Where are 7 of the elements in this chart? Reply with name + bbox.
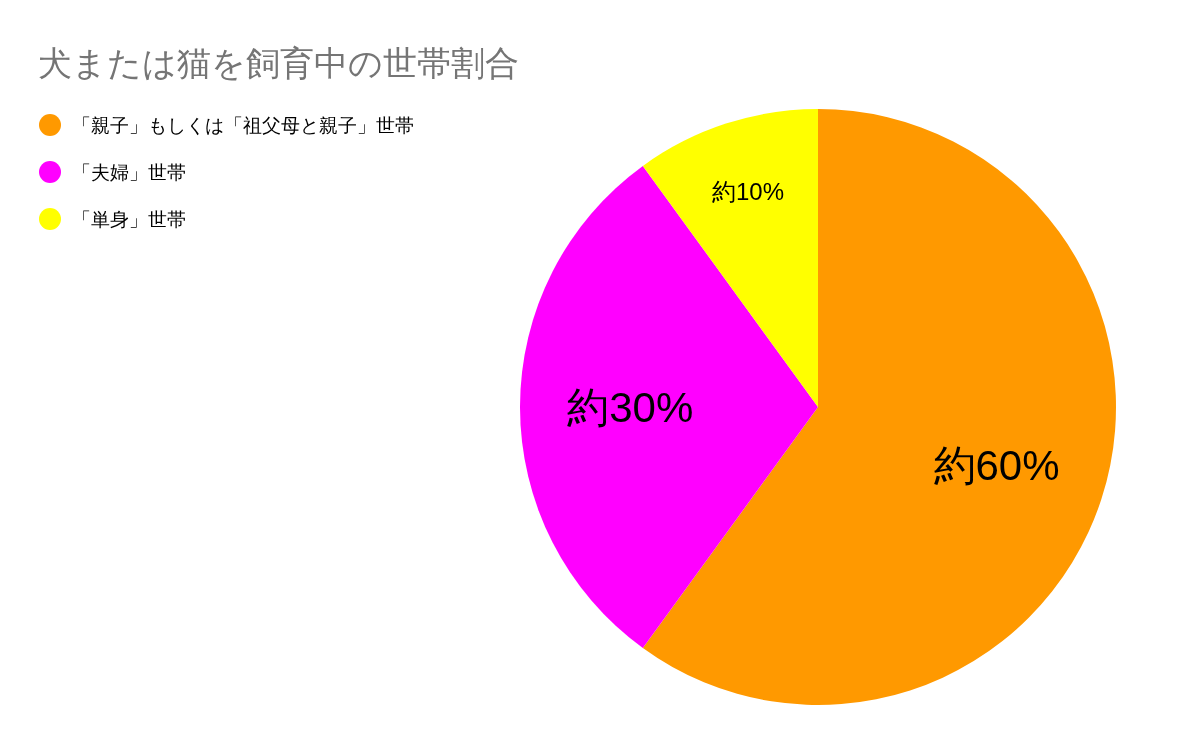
chart-title: 犬または猫を飼育中の世帯割合 bbox=[38, 44, 519, 82]
legend-label: 「単身」世帯 bbox=[72, 208, 186, 230]
data-label: 約30% bbox=[567, 383, 694, 431]
data-label: 約10% bbox=[711, 178, 785, 206]
legend-label: 「親子」もしくは「祖父母と親子」世帯 bbox=[72, 114, 414, 136]
data-label: 約60% bbox=[933, 441, 1060, 489]
legend-label: 「夫婦」世帯 bbox=[72, 161, 186, 183]
